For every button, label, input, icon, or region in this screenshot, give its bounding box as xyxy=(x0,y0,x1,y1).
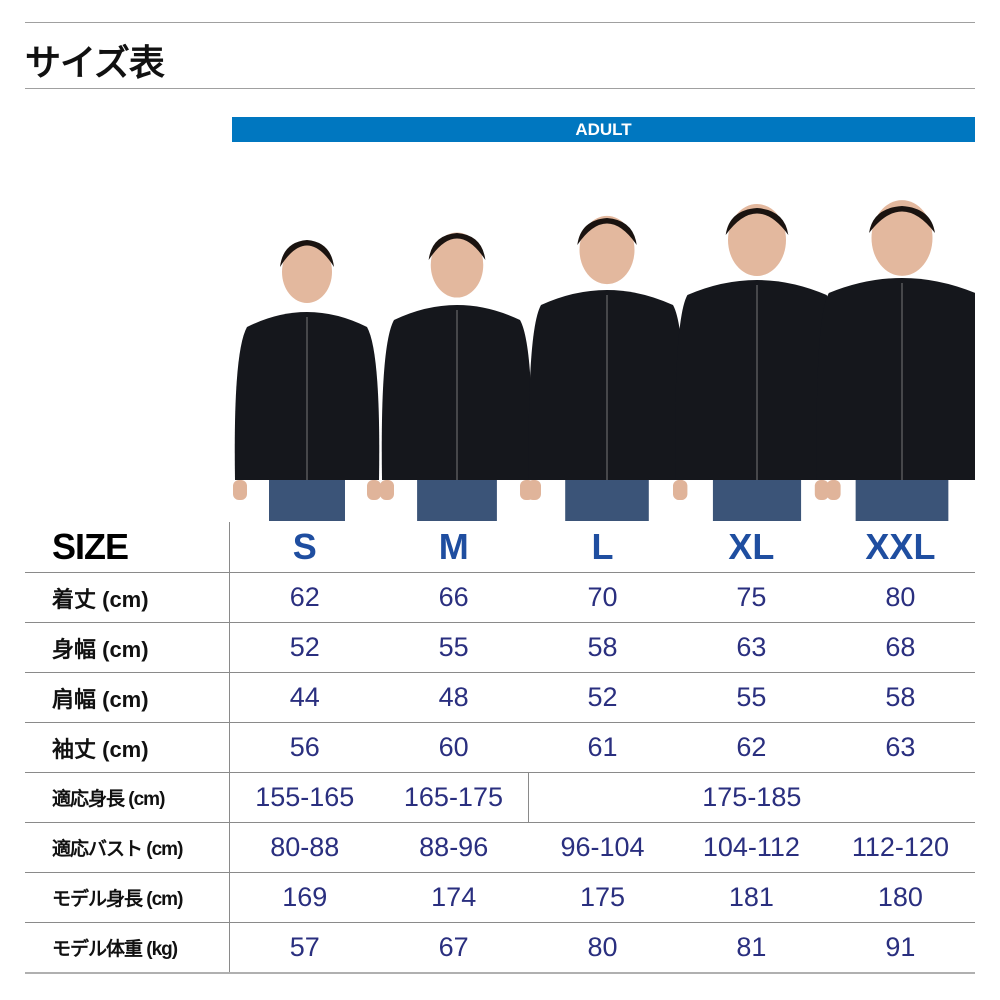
model-hand xyxy=(814,480,829,500)
model-face xyxy=(871,200,933,276)
table-row: 着丈 (cm) 62 66 70 75 80 xyxy=(25,572,975,623)
page-title: サイズ表 xyxy=(25,42,165,83)
table-row: 身幅 (cm) 52 55 58 63 68 xyxy=(25,622,975,673)
cell: 96-104 xyxy=(528,822,677,873)
model-hoodie xyxy=(816,278,975,480)
cell: 60 xyxy=(379,722,529,773)
cell: 62 xyxy=(229,572,380,623)
table-row: 適応バスト (cm) 80-88 88-96 96-104 104-112 112-120 xyxy=(25,822,975,873)
model-hair xyxy=(869,206,935,233)
model-hand xyxy=(826,480,841,500)
cell: 44 xyxy=(229,672,380,723)
cell: 180 xyxy=(825,872,975,923)
cell: 175-185 xyxy=(527,772,975,823)
title-divider xyxy=(25,88,975,89)
cell: 165-175 xyxy=(379,772,529,823)
table-row: モデル身長 (cm) 169 174 175 181 180 xyxy=(25,872,975,923)
row-label: 身幅 (cm) xyxy=(25,622,231,673)
top-divider xyxy=(25,22,975,23)
model-hair xyxy=(725,208,789,235)
cell: 81 xyxy=(676,922,826,974)
cell: 58 xyxy=(825,672,975,723)
cell: 80-88 xyxy=(229,822,380,873)
cell: 75 xyxy=(676,572,826,623)
cell: 112-120 xyxy=(825,822,975,873)
table-row: 袖丈 (cm) 56 60 61 62 63 xyxy=(25,722,975,773)
size-s: S xyxy=(229,522,380,573)
size-m: M xyxy=(379,522,529,573)
cell: 66 xyxy=(379,572,529,623)
cell: 52 xyxy=(229,622,380,673)
row-label: モデル身長 (cm) xyxy=(25,872,231,923)
row-label: 着丈 (cm) xyxy=(25,572,231,623)
model-face xyxy=(430,232,484,298)
cell: 91 xyxy=(825,922,975,974)
model-face xyxy=(579,215,635,285)
cell: 55 xyxy=(676,672,826,723)
model-hand xyxy=(527,480,541,500)
row-label: 適応身長 (cm) xyxy=(25,772,231,823)
cell: 57 xyxy=(229,922,380,974)
cell: 62 xyxy=(676,722,826,773)
size-l: L xyxy=(528,522,677,573)
cell: 58 xyxy=(528,622,677,673)
cell: 68 xyxy=(825,622,975,673)
cell: 174 xyxy=(379,872,529,923)
model-jeans xyxy=(855,480,949,521)
models-photo xyxy=(233,200,975,521)
row-label: 適応バスト (cm) xyxy=(25,822,231,873)
row-label: モデル体重 (kg) xyxy=(25,922,231,974)
model-jeans xyxy=(269,480,345,521)
model-hand xyxy=(380,480,394,500)
row-label: 袖丈 (cm) xyxy=(25,722,231,773)
cell: 88-96 xyxy=(379,822,529,873)
model-face xyxy=(728,204,786,276)
model-jeans xyxy=(712,480,802,521)
model-hand xyxy=(367,480,381,500)
cell: 70 xyxy=(528,572,677,623)
model-face xyxy=(282,241,332,303)
cell: 63 xyxy=(825,722,975,773)
size-table: SIZE S M L XL XXL 着丈 (cm) 62 66 70 75 80 身幅 (… xyxy=(25,522,975,974)
size-header-label: SIZE xyxy=(25,522,231,573)
row-label: 肩幅 (cm) xyxy=(25,672,231,723)
size-xxl: XXL xyxy=(825,522,975,573)
cell: 169 xyxy=(229,872,380,923)
model-jeans xyxy=(565,480,649,521)
cell: 67 xyxy=(379,922,529,974)
size-xl: XL xyxy=(676,522,826,573)
cell: 52 xyxy=(528,672,677,723)
model-hand xyxy=(233,480,247,500)
model-hand xyxy=(673,480,688,500)
cell: 175 xyxy=(528,872,677,923)
cell: 55 xyxy=(379,622,529,673)
size-header-row: SIZE S M L XL XXL xyxy=(25,522,975,573)
cell: 63 xyxy=(676,622,826,673)
model-hair xyxy=(428,233,486,260)
table-row: 適応身長 (cm) 155-165 165-175 175-185 xyxy=(25,772,975,823)
model-jeans xyxy=(417,480,497,521)
table-row: モデル体重 (kg) 57 67 80 81 91 xyxy=(25,922,975,974)
model-hair xyxy=(280,240,334,267)
cell: 61 xyxy=(528,722,677,773)
cell: 104-112 xyxy=(676,822,826,873)
model-hair xyxy=(577,218,637,245)
table-row: 肩幅 (cm) 44 48 52 55 58 xyxy=(25,672,975,723)
adult-band: ADULT xyxy=(232,117,975,142)
cell: 80 xyxy=(528,922,677,974)
cell: 80 xyxy=(825,572,975,623)
cell: 181 xyxy=(676,872,826,923)
cell: 48 xyxy=(379,672,529,723)
cell: 56 xyxy=(229,722,380,773)
cell: 155-165 xyxy=(229,772,380,823)
